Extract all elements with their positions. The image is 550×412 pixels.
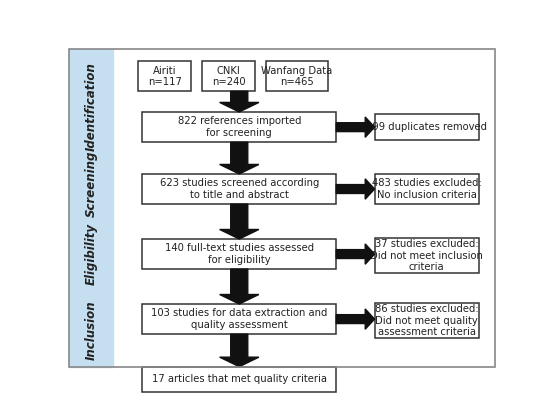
Polygon shape [219, 91, 259, 112]
Polygon shape [336, 179, 375, 199]
Text: 822 references imported
for screening: 822 references imported for screening [178, 116, 301, 138]
Bar [375, 174, 479, 204]
Bar [138, 61, 191, 91]
Text: Inclusion: Inclusion [84, 300, 97, 360]
Text: 17 articles that met quality criteria: 17 articles that met quality criteria [152, 375, 327, 384]
Polygon shape [219, 204, 259, 239]
Bar [375, 238, 479, 273]
Text: 103 studies for data extraction and
quality assessment: 103 studies for data extraction and qual… [151, 308, 327, 330]
Bar [142, 367, 336, 392]
Polygon shape [336, 244, 375, 264]
Polygon shape [219, 142, 259, 174]
Text: Airiti
n=117: Airiti n=117 [148, 66, 182, 87]
Bar [375, 303, 479, 338]
Bar [69, 49, 113, 367]
Bar [202, 61, 255, 91]
Polygon shape [336, 309, 375, 329]
Text: 199 duplicates removed: 199 duplicates removed [366, 122, 487, 132]
Bar [142, 239, 336, 269]
Bar [375, 115, 479, 140]
Bar [142, 304, 336, 334]
Text: 140 full-text studies assessed
for eligibility: 140 full-text studies assessed for eligi… [164, 243, 314, 265]
Polygon shape [336, 117, 375, 137]
Text: Eligibility: Eligibility [84, 223, 97, 285]
Bar [142, 174, 336, 204]
Bar [266, 61, 328, 91]
Text: 483 studies excluded:
No inclusion criteria: 483 studies excluded: No inclusion crite… [372, 178, 482, 200]
Bar [142, 112, 336, 142]
Polygon shape [219, 269, 259, 304]
Text: Identification: Identification [84, 62, 97, 151]
Text: Screening: Screening [84, 151, 97, 218]
Text: 86 studies excluded:
Did not meet quality
assessment criteria: 86 studies excluded: Did not meet qualit… [375, 304, 478, 337]
Text: Wanfang Data
n=465: Wanfang Data n=465 [261, 66, 332, 87]
Polygon shape [219, 334, 259, 367]
Text: CNKI
n=240: CNKI n=240 [212, 66, 245, 87]
Text: 37 studies excluded:
Did not meet inclusion
criteria: 37 studies excluded: Did not meet inclus… [370, 239, 483, 272]
Text: 623 studies screened according
to title and abstract: 623 studies screened according to title … [160, 178, 319, 200]
